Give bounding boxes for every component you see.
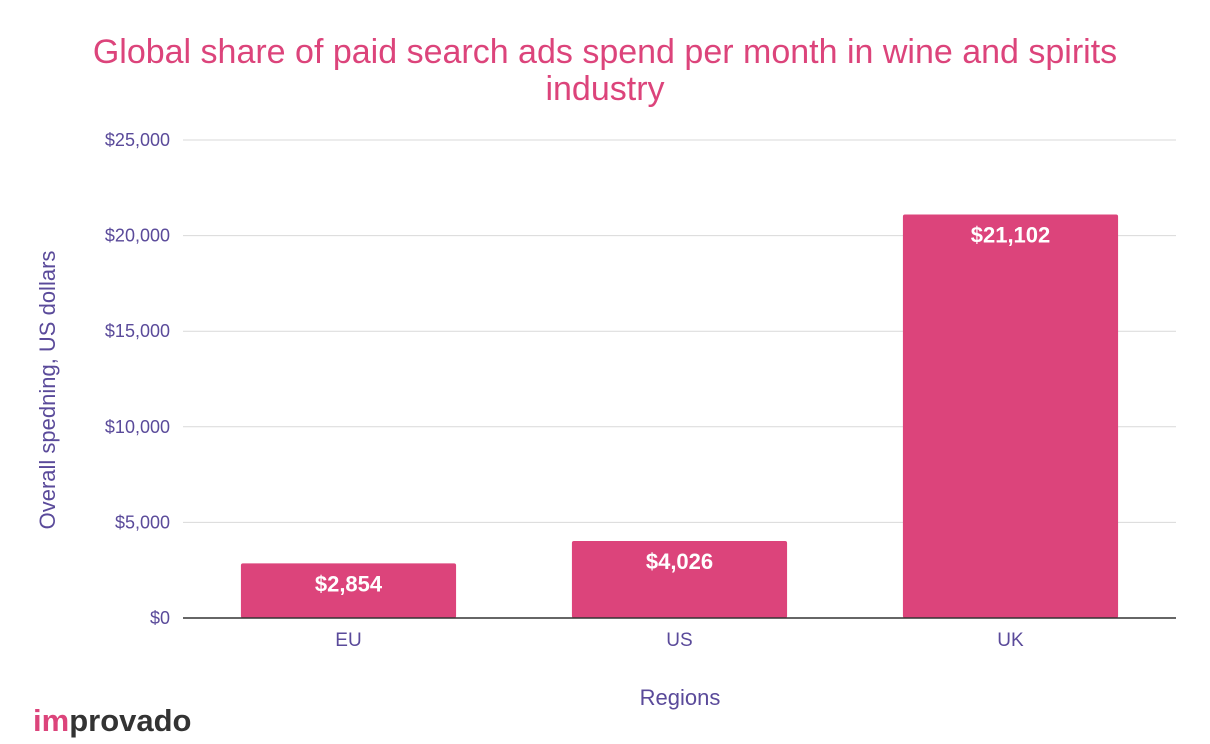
bar-uk bbox=[902, 214, 1119, 618]
bar-us bbox=[571, 541, 788, 618]
chart-title-line-1: Global share of paid search ads spend pe… bbox=[93, 33, 1117, 71]
x-tick-label-eu: EU bbox=[335, 630, 361, 651]
x-tick-label-us: US bbox=[666, 630, 692, 651]
y-tick-label: $20,000 bbox=[105, 226, 170, 246]
bar-value-label-uk: $21,102 bbox=[971, 223, 1051, 248]
logo-part-provado: provado bbox=[69, 703, 191, 738]
chart-title: Global share of paid search ads spend pe… bbox=[93, 33, 1117, 108]
y-axis-title: Overall spedning, US dollars bbox=[35, 251, 60, 530]
x-axis-title: Regions bbox=[640, 685, 721, 710]
y-tick-label: $0 bbox=[150, 608, 170, 628]
x-axis-categories: EU US UK bbox=[335, 630, 1024, 651]
y-tick-label: $25,000 bbox=[105, 130, 170, 150]
improvado-logo: improvado bbox=[33, 703, 191, 738]
bars: $2,854 $4,026 $21,102 bbox=[240, 214, 1119, 618]
bar-eu bbox=[240, 563, 457, 618]
y-tick-label: $10,000 bbox=[105, 417, 170, 437]
y-tick-label: $15,000 bbox=[105, 321, 170, 341]
logo-part-im: im bbox=[33, 703, 69, 738]
y-tick-label: $5,000 bbox=[115, 512, 170, 532]
x-tick-label-uk: UK bbox=[997, 630, 1024, 651]
bar-value-label-us: $4,026 bbox=[646, 549, 713, 574]
bar-value-label-eu: $2,854 bbox=[315, 571, 383, 596]
y-axis-ticks: $0 $5,000 $10,000 $15,000 $20,000 $25,000 bbox=[105, 130, 170, 628]
chart-title-line-2: industry bbox=[545, 70, 664, 108]
